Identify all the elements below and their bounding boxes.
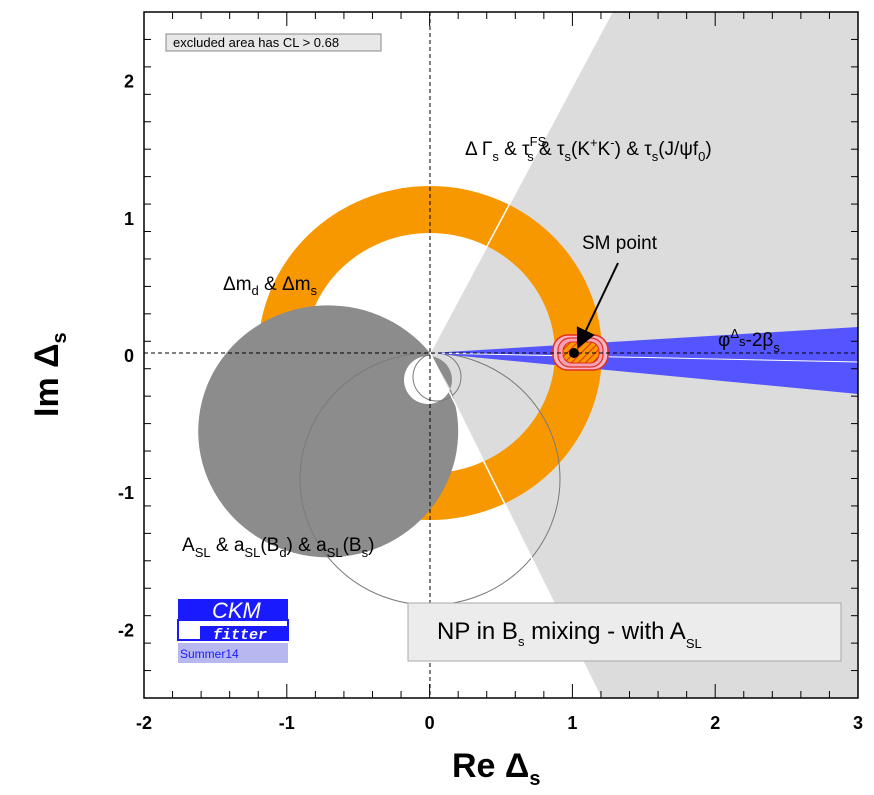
- sm-point-arrow: [576, 262, 619, 349]
- phi-wedge: [430, 327, 858, 394]
- asl-disk: [198, 305, 459, 558]
- x-tick-label: 1: [567, 713, 577, 733]
- sm-point-label: SM point: [582, 233, 658, 254]
- logo-fitter: fitter: [213, 627, 267, 644]
- cl-note-box: [165, 33, 382, 52]
- plot-frame: [143, 11, 859, 699]
- y-axis-title: Im Δs: [28, 332, 71, 417]
- x-tick-label: 2: [710, 713, 720, 733]
- logo-season-band: [178, 643, 288, 663]
- sm-point-marker: [569, 348, 579, 358]
- legend-text: NP in Bs mixing - with ASL: [437, 618, 702, 651]
- logo-top-bar: [178, 599, 288, 620]
- phi-wedge-central: [429, 352, 858, 363]
- x-tick-label: -2: [136, 713, 152, 733]
- dgamma-constraint-label: Δ Γs & τFS s & τs(K+K-) & τs(J/ψf0): [465, 134, 712, 164]
- asl-constraint-label: ASL & aSL(Bd) & aSL(Bs): [182, 535, 374, 560]
- logo-fitter-band: [200, 626, 288, 640]
- logo-season: Summer14: [180, 647, 239, 661]
- legend-box: [407, 602, 842, 662]
- x-tick-label: 3: [853, 713, 863, 733]
- cl-note: excluded area has CL > 0.68: [173, 35, 339, 50]
- y-tick-label: 2: [124, 72, 134, 92]
- logo-title: CKM: [212, 598, 262, 623]
- axis-ticks: -2 -1 0 1 2 3 -2 -1 0 1 2: [118, 11, 863, 733]
- phi-constraint-label: φΔs-2βs: [718, 326, 780, 355]
- y-tick-label: -1: [118, 483, 134, 503]
- x-tick-label: -1: [279, 713, 295, 733]
- y-tick-label: 0: [124, 346, 134, 366]
- ckmfitter-logo: CKM fitter Summer14: [177, 598, 289, 663]
- x-tick-label: 0: [425, 713, 435, 733]
- dm-constraint-label: Δmd & Δms: [223, 274, 318, 298]
- y-tick-label: 1: [124, 209, 134, 229]
- x-axis-title: Re Δs: [452, 747, 540, 790]
- wedge-edge-highlight-upper: [429, 12, 613, 354]
- y-tick-label: -2: [118, 620, 134, 640]
